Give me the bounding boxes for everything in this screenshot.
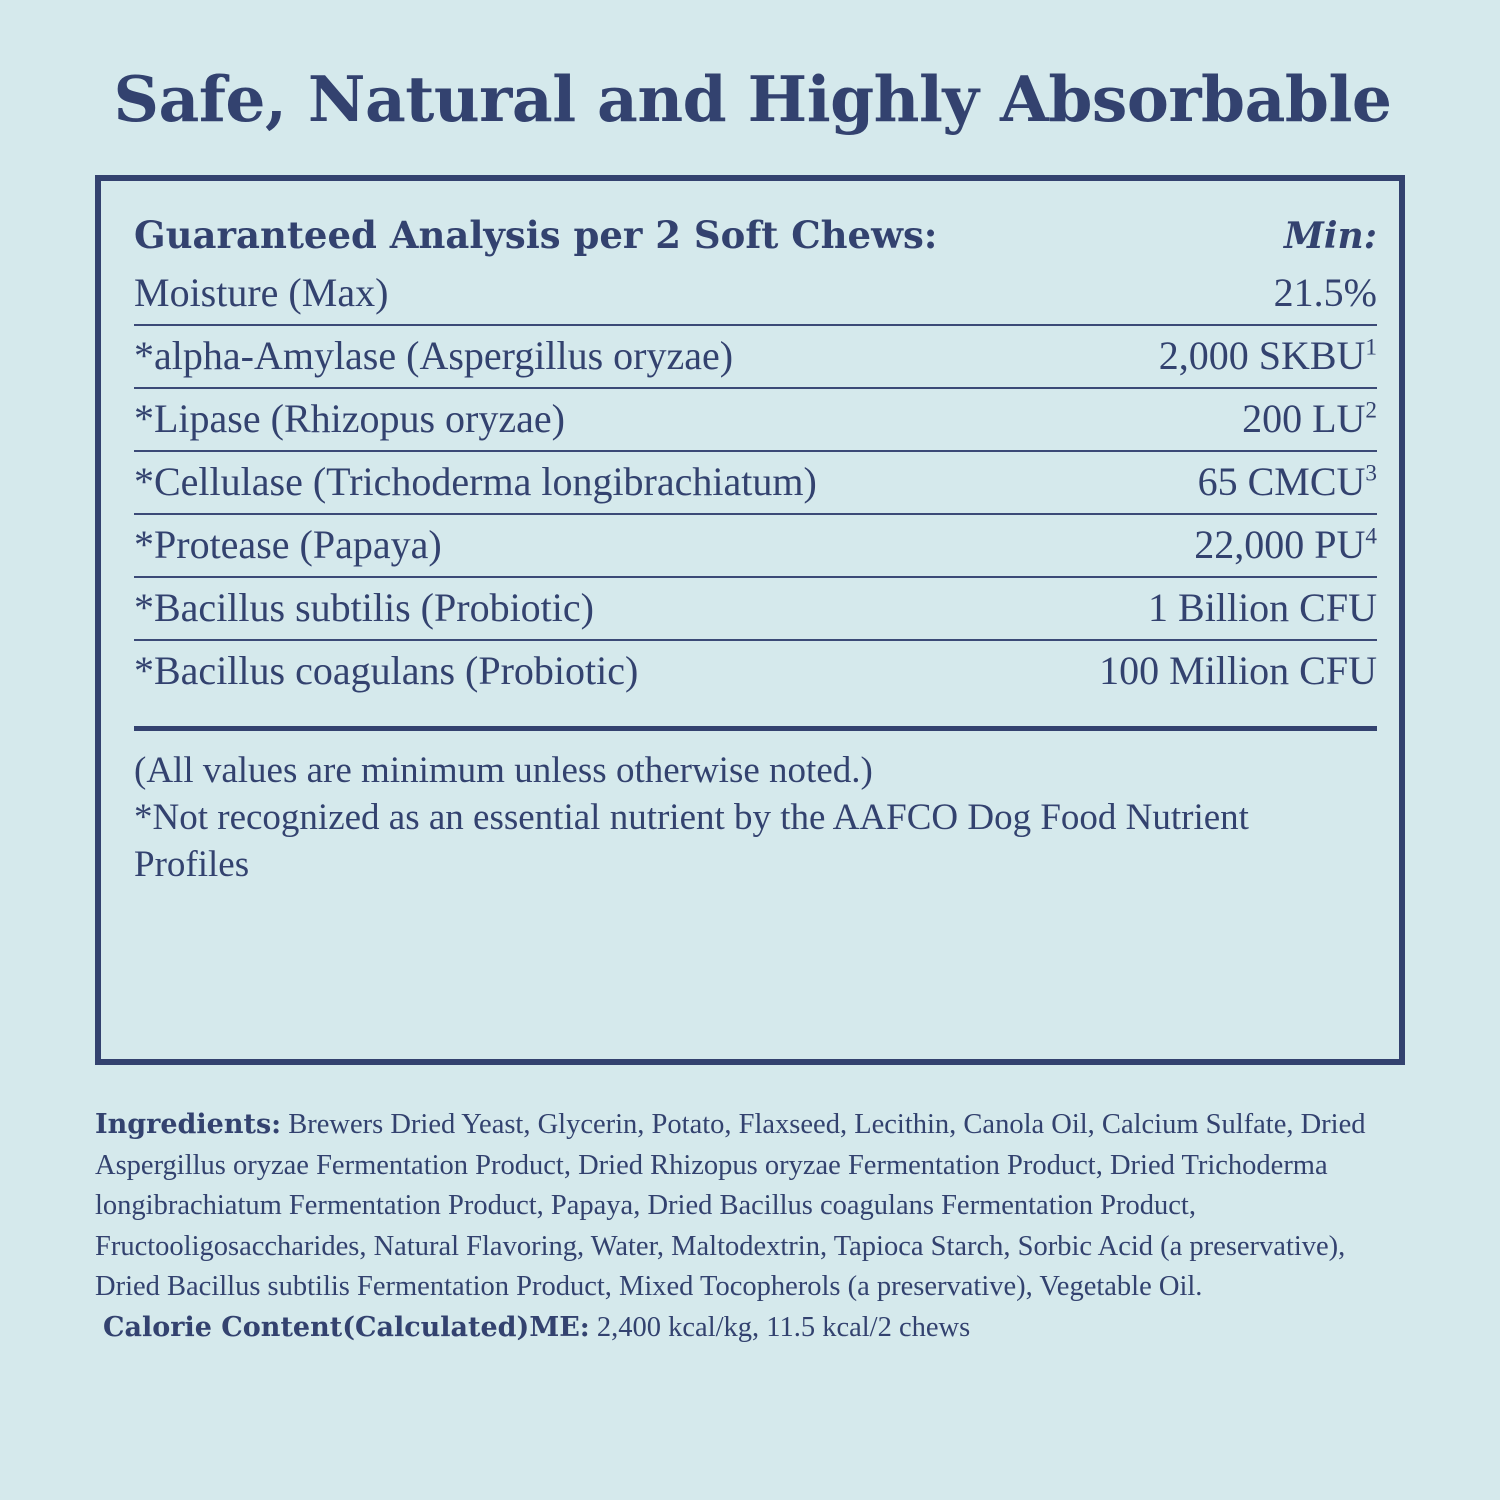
analysis-row-name: *alpha-Amylase (Aspergillus oryzae) — [134, 324, 1018, 389]
ingredients-text: Brewers Dried Yeast, Glycerin, Potato, F… — [95, 1109, 1366, 1303]
note-all-values-minimum: (All values are minimum unless otherwise… — [134, 749, 873, 791]
analysis-row-name: *Protease (Papaya) — [134, 513, 1018, 578]
calorie-content-label: Calorie Content(Calculated)ME: — [103, 1312, 590, 1344]
analysis-row-value: 22,000 PU4 — [1017, 513, 1377, 578]
guaranteed-analysis-table: Moisture (Max) 21.5% *alpha-Amylase (Asper… — [134, 262, 1377, 702]
ingredients-paragraph: Ingredients: Brewers Dried Yeast, Glycer… — [95, 1105, 1405, 1308]
table-row: *alpha-Amylase (Aspergillus oryzae) 2,000… — [134, 324, 1377, 389]
guaranteed-analysis-header-row: Guaranteed Analysis per 2 Soft Chews: Mi… — [134, 215, 1377, 261]
guaranteed-analysis-header-label: Guaranteed Analysis per 2 Soft Chews: — [134, 213, 938, 257]
table-row: *Protease (Papaya) 22,000 PU4 — [134, 513, 1377, 578]
analysis-row-name: *Lipase (Rhizopus oryzae) — [134, 387, 1018, 452]
guaranteed-analysis-content: Guaranteed Analysis per 2 Soft Chews: Mi… — [134, 215, 1377, 889]
analysis-row-name: *Bacillus coagulans (Probiotic) — [134, 647, 639, 693]
analysis-row-value: 1 Billion CFU — [1017, 576, 1377, 641]
analysis-row-value: 21.5% — [1017, 262, 1377, 326]
analysis-row-value: 2,000 SKBU1 — [1017, 324, 1377, 389]
guaranteed-analysis-min-column-header: Min: — [1284, 215, 1377, 257]
ingredients-label: Ingredients: — [95, 1109, 282, 1140]
analysis-row-value: 100 Million CFU — [1099, 647, 1377, 693]
table-row: *Bacillus coagulans (Probiotic) 100 Milli… — [134, 640, 1377, 702]
footnote-marker: 4 — [1365, 523, 1377, 550]
footnote-marker: 3 — [1365, 460, 1377, 487]
analysis-row-name: *Bacillus subtilis (Probiotic) — [134, 576, 1018, 641]
analysis-row-value: 65 CMCU3 — [1017, 450, 1377, 515]
table-row: *Lipase (Rhizopus oryzae) 200 LU2 — [134, 387, 1377, 452]
page-title: Safe, Natural and Highly Absorbable — [113, 62, 1393, 136]
analysis-row-name: Moisture (Max) — [134, 262, 1018, 326]
analysis-row-value: 200 LU2 — [1017, 387, 1377, 452]
calorie-content-line: Calorie Content(Calculated)ME: 2,400 kca… — [95, 1308, 1405, 1349]
table-row: Moisture (Max) 21.5% — [134, 262, 1377, 326]
note-aafco-disclaimer: *Not recognized as an essential nutrient… — [134, 796, 1249, 886]
guaranteed-analysis-table-body: Moisture (Max) 21.5% *alpha-Amylase (Asper… — [134, 262, 1377, 702]
guaranteed-analysis-panel: Guaranteed Analysis per 2 Soft Chews: Mi… — [95, 175, 1405, 1065]
calorie-content-value: 2,400 kcal/kg, 11.5 kcal/2 chews — [589, 1312, 971, 1344]
footnote-marker: 2 — [1365, 397, 1377, 424]
ingredients-block: Ingredients: Brewers Dried Yeast, Glycer… — [95, 1105, 1405, 1349]
table-row: *Bacillus subtilis (Probiotic) 1 Billion … — [134, 576, 1377, 641]
table-bottom-rule — [134, 725, 1377, 731]
analysis-row-name: *Cellulase (Trichoderma longibrachiatum) — [134, 450, 1018, 515]
footnote-marker: 1 — [1365, 334, 1377, 361]
table-row: *Cellulase (Trichoderma longibrachiatum)… — [134, 450, 1377, 515]
guaranteed-analysis-notes: (All values are minimum unless otherwise… — [134, 747, 1319, 889]
